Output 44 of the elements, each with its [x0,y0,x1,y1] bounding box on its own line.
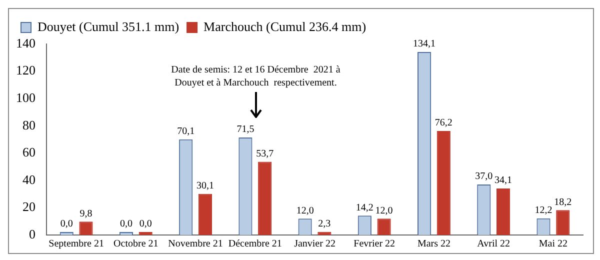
y-tick-label: 60 [22,144,36,160]
x-tick-label: Mai 22 [538,238,568,250]
data-label: 53,7 [256,148,274,160]
x-tick-label: Novembre 21 [168,238,223,250]
x-tick-label: Avril 22 [477,238,510,250]
bar [258,162,272,235]
y-tick-label: 40 [22,172,36,187]
data-label: 12,0 [296,205,314,216]
data-label: 71,5 [236,124,254,136]
data-label: 37,0 [475,171,493,182]
data-label: 18,2 [554,196,572,208]
data-label: 30,1 [196,180,214,192]
y-tick-label: 100 [16,90,36,105]
bar [318,232,332,235]
data-label: 76,2 [434,118,452,129]
data-label: 0,0 [139,218,152,230]
bar [198,194,212,235]
x-tick-label: Septembre 21 [48,238,104,250]
data-label: 0,0 [120,218,132,230]
x-tick-label: Janvier 22 [294,238,336,250]
data-label: 70,1 [177,126,195,137]
data-label: 12,0 [375,205,393,216]
x-tick-label: Octobre 21 [114,238,158,250]
data-label: 34,1 [494,175,512,186]
legend-label: Douyet (Cumul 351.1 mm) [38,18,180,34]
bar [556,210,570,235]
y-tick-label: 0 [29,226,36,242]
data-label: 12,2 [534,204,552,216]
annotation: Date de semis: 12 et 16 Décembre 2021 à Douyet et à Marchouch respectivement. [171,64,341,89]
data-label: 0,0 [60,218,73,230]
data-label: 14,2 [356,202,374,214]
legend-label: Marchouch (Cumul 236.4 mm) [204,18,366,34]
data-label: 9,8 [80,208,92,220]
bar [436,131,450,235]
y-tick-label: 140 [16,35,36,50]
bar [496,188,510,235]
x-tick-label: Fevrier 22 [354,238,396,250]
y-tick-label: 80 [22,117,36,132]
y-tick-label: 120 [16,62,36,78]
y-tick-label: 20 [22,199,36,214]
x-tick-label: Mars 22 [417,238,451,250]
x-tick-label: Décembre 21 [228,238,282,250]
data-label: 134,1 [413,38,436,50]
data-label: 2,3 [318,218,331,230]
